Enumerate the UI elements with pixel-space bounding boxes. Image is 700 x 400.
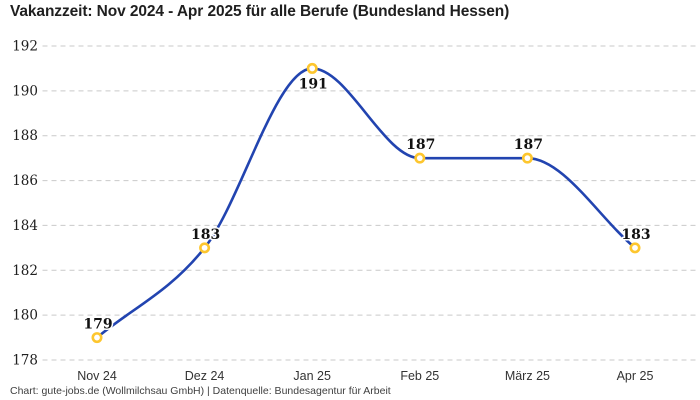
data-point-marker: [91, 332, 103, 344]
data-point-marker: [306, 62, 318, 74]
chart-attribution: Chart: gute-jobs.de (Wollmilchsau GmbH) …: [10, 385, 391, 397]
x-tick-label: Feb 25: [400, 369, 439, 383]
data-point-label: 187: [406, 137, 435, 153]
y-tick-label: 186: [12, 173, 38, 189]
y-tick-label: 184: [12, 218, 38, 234]
data-point-label: 183: [621, 227, 650, 243]
chart-title: Vakanzzeit: Nov 2024 - Apr 2025 für alle…: [10, 3, 510, 20]
data-point-label: 191: [299, 76, 328, 92]
x-tick-label: Apr 25: [617, 369, 654, 383]
y-tick-label: 180: [12, 308, 38, 324]
y-tick-label: 182: [12, 263, 38, 279]
trend-line: [95, 67, 637, 339]
y-tick-label: 178: [12, 353, 38, 369]
y-tick-label: 190: [12, 83, 38, 99]
data-point-label: 179: [83, 317, 112, 333]
data-point-marker: [521, 152, 533, 164]
data-point-marker: [199, 242, 211, 254]
x-tick-label: Dez 24: [185, 369, 225, 383]
data-point-marker: [414, 152, 426, 164]
data-point-label: 187: [514, 137, 543, 153]
x-tick-label: Nov 24: [77, 369, 117, 383]
x-tick-label: März 25: [505, 369, 550, 383]
data-point-marker: [629, 242, 641, 254]
y-tick-label: 188: [12, 128, 38, 144]
x-tick-label: Jan 25: [293, 369, 331, 383]
data-point-label: 183: [191, 227, 220, 243]
y-tick-label: 192: [12, 39, 38, 55]
